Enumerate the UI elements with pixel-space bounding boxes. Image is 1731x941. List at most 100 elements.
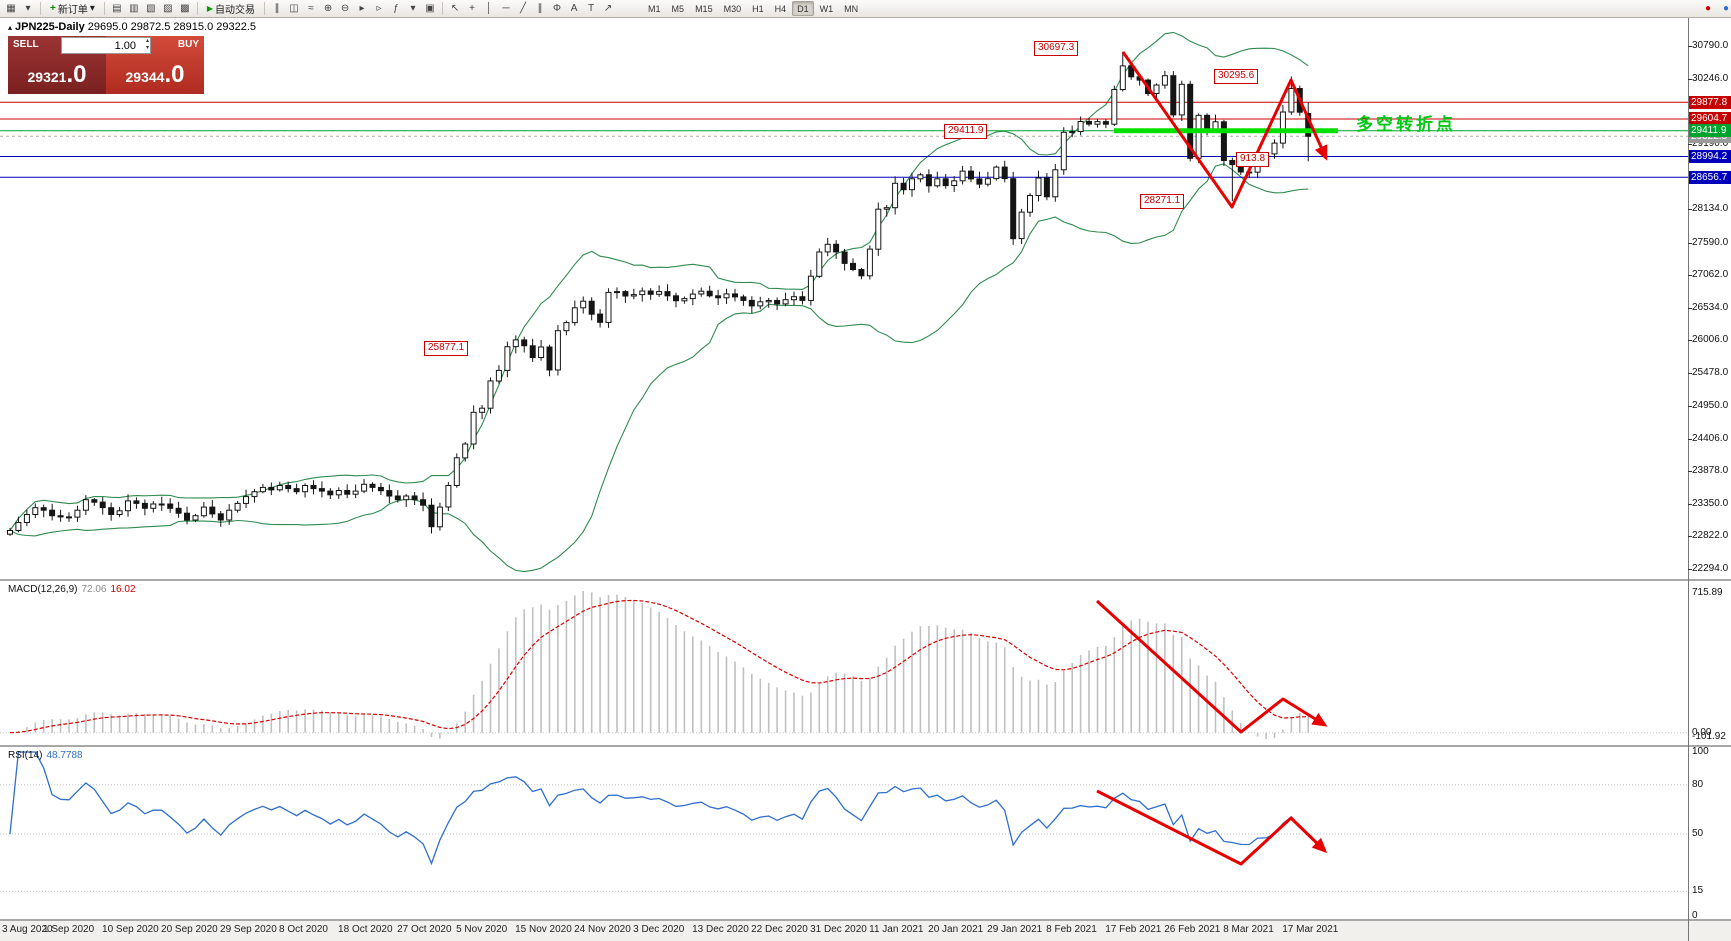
line-chart-icon[interactable]: ≈ [303, 1, 319, 16]
tick-mark [1688, 503, 1692, 505]
volume-input[interactable]: 1.00 ▴ ▾ [61, 37, 151, 54]
indicators-icon[interactable]: ƒ [388, 1, 404, 16]
price-annotation[interactable]: 28271.1 [1140, 194, 1185, 210]
price-scale-tick: 22822.0 [1692, 530, 1729, 542]
toolbar-separator [40, 2, 41, 15]
toolbar-separator [442, 2, 444, 15]
macd-scale-label: -101.92 [1692, 731, 1726, 742]
bollinger-bands [9, 31, 1309, 573]
community-icon[interactable]: ● [1718, 1, 1731, 16]
strategy-tester-icon[interactable]: ▩ [177, 1, 193, 16]
rsi-scale-label: 100 [1692, 746, 1709, 757]
timeframe-mn[interactable]: MN [839, 1, 863, 16]
chevron-down-icon: ▾ [89, 3, 95, 14]
templates-icon[interactable]: ▣ [422, 1, 438, 16]
new-chart-icon[interactable]: ▦ [3, 1, 19, 16]
price-scale-tick: 25478.0 [1692, 366, 1729, 378]
zoom-in-icon[interactable]: ⊕ [320, 1, 336, 16]
navigator-icon[interactable]: ▧ [143, 1, 159, 16]
chart-shift-icon[interactable]: ▹ [371, 1, 387, 16]
trend-arrow-rsi[interactable] [1096, 789, 1328, 866]
timeframe-w1[interactable]: W1 [815, 1, 839, 16]
vertical-line-icon[interactable]: │ [481, 1, 497, 16]
market-watch-icon[interactable]: ▤ [109, 1, 125, 16]
tick-mark [1688, 438, 1692, 440]
rsi-indicator-label: RSI(14) 48.7788 [8, 750, 83, 761]
fibonacci-icon[interactable]: Φ [549, 1, 565, 16]
date-axis-label: 24 Nov 2020 [574, 924, 631, 935]
price-annotation[interactable]: 30295.6 [1214, 69, 1259, 85]
buy-price: 29344.0 [125, 61, 185, 88]
timeframe-m15[interactable]: M15 [690, 1, 718, 16]
date-axis-label: 3 Aug 2020 [2, 924, 53, 935]
trend-arrow-main[interactable] [1121, 51, 1328, 209]
horizontal-lines[interactable] [0, 101, 1688, 178]
macd-main-value: 72.06 [81, 584, 107, 595]
turning-point-annotation[interactable]: 多空转折点 [1356, 115, 1456, 134]
text-icon[interactable]: A [566, 1, 582, 16]
price-annotation[interactable]: 913.8 [1236, 151, 1270, 167]
candlestick-chart-icon[interactable]: ◫ [286, 1, 302, 16]
tick-mark [1688, 307, 1692, 309]
pane-separator[interactable] [0, 919, 1731, 921]
timeframe-h4[interactable]: H4 [770, 1, 792, 16]
label-icon[interactable]: T [583, 1, 599, 16]
notifications-icon[interactable]: ● [1700, 1, 1716, 16]
date-axis-label: 29 Jan 2021 [987, 924, 1043, 935]
pane-separator[interactable] [0, 579, 1731, 581]
price-scale-tick: 24406.0 [1692, 432, 1729, 444]
zoom-out-icon[interactable]: ⊖ [337, 1, 353, 16]
timeframe-h1[interactable]: H1 [747, 1, 769, 16]
bar-chart-icon[interactable]: ∥ [269, 1, 285, 16]
volume-spinner-icon[interactable]: ▴ ▾ [145, 38, 149, 51]
terminal-icon[interactable]: ▨ [160, 1, 176, 16]
collapse-panel-icon[interactable]: ▴ [8, 23, 13, 32]
profiles-dropdown-icon[interactable]: ▾ [20, 1, 36, 16]
timeframe-m5[interactable]: M5 [667, 1, 690, 16]
new-order-button[interactable]: + 新订单 ▾ [45, 1, 100, 16]
tick-mark [1688, 340, 1692, 342]
auto-trading-button[interactable]: ▶ 自动交易 [202, 1, 260, 16]
horizontal-line-icon[interactable]: ─ [498, 1, 514, 16]
auto-trading-label: 自动交易 [215, 5, 256, 16]
buy-button[interactable]: BUY 29344.0 [106, 36, 204, 94]
price-annotation[interactable]: 30697.3 [1034, 40, 1079, 56]
rsi-value: 48.7788 [46, 750, 83, 761]
timeframe-m1[interactable]: M1 [643, 1, 666, 16]
date-axis-label: 20 Sep 2020 [161, 924, 218, 935]
price-scale-tick: 23878.0 [1692, 465, 1729, 477]
hline-price-label: 29411.9 [1689, 124, 1731, 138]
crosshair-icon[interactable]: + [464, 1, 480, 16]
pane-separator[interactable] [0, 745, 1731, 747]
tick-mark [1688, 79, 1692, 81]
toolbar-separator [103, 2, 105, 15]
timeframe-m30[interactable]: M30 [719, 1, 747, 16]
date-axis-label: 27 Oct 2020 [397, 924, 452, 935]
trend-arrow-macd[interactable] [1095, 599, 1328, 734]
periods-dropdown-icon[interactable]: ▾ [405, 1, 421, 16]
date-axis-label: 20 Jan 2021 [928, 924, 984, 935]
buy-label: BUY [177, 39, 199, 50]
price-annotation[interactable]: 25877.1 [424, 341, 469, 357]
date-axis-label: 10 Sep 2020 [102, 924, 159, 935]
auto-scroll-icon[interactable]: ▸ [354, 1, 370, 16]
trend-arrows[interactable] [1095, 51, 1328, 866]
cursor-icon[interactable]: ↖ [447, 1, 463, 16]
rsi-scale-label: 15 [1692, 885, 1704, 897]
tick-mark [1688, 275, 1692, 277]
date-axis-label: 13 Dec 2020 [692, 924, 749, 935]
date-axis-label: 5 Nov 2020 [456, 924, 508, 935]
price-scale-tick: 24950.0 [1692, 399, 1729, 411]
tick-mark [1688, 569, 1692, 570]
equidistant-channel-icon[interactable]: ∥ [532, 1, 548, 16]
timeframe-d1[interactable]: D1 [792, 1, 814, 16]
chart-title: ▴ JPN225-Daily 29695.0 29872.5 28915.0 29… [8, 21, 256, 33]
trendline-icon[interactable]: ╱ [515, 1, 531, 16]
date-axis-label: 8 Oct 2020 [279, 924, 328, 935]
macd-signal-value: 16.02 [110, 584, 136, 595]
data-window-icon[interactable]: ▥ [126, 1, 142, 16]
macd-signal-line [9, 599, 1309, 734]
date-axis[interactable] [0, 921, 1731, 941]
arrows-icon[interactable]: ↗ [600, 1, 616, 16]
price-annotation[interactable]: 29411.9 [944, 123, 988, 139]
